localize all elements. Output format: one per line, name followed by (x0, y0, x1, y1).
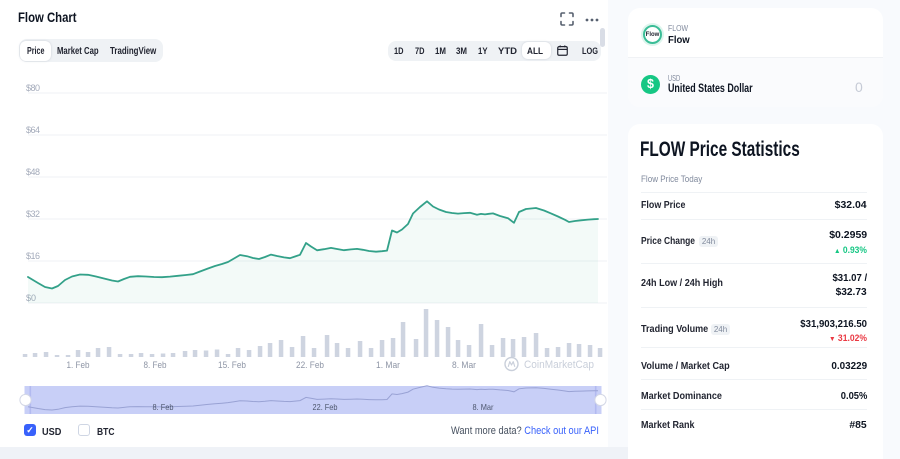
svg-text:$0: $0 (26, 293, 36, 303)
svg-text:1. Mar: 1. Mar (376, 360, 400, 371)
svg-text:$80: $80 (26, 83, 40, 93)
svg-text:8. Feb: 8. Feb (144, 360, 167, 371)
svg-text:22. Feb: 22. Feb (313, 402, 338, 412)
svg-text:8. Mar: 8. Mar (473, 402, 494, 412)
svg-text:15. Feb: 15. Feb (218, 360, 246, 371)
svg-text:1. Feb: 1. Feb (67, 360, 90, 371)
svg-text:$64: $64 (26, 125, 40, 135)
svg-text:$32: $32 (26, 209, 40, 219)
svg-text:CoinMarketCap: CoinMarketCap (524, 359, 594, 371)
svg-text:22. Feb: 22. Feb (296, 360, 324, 371)
svg-text:$48: $48 (26, 167, 40, 177)
svg-text:$16: $16 (26, 251, 40, 261)
svg-text:8. Feb: 8. Feb (153, 402, 174, 412)
svg-text:8. Mar: 8. Mar (452, 360, 476, 371)
